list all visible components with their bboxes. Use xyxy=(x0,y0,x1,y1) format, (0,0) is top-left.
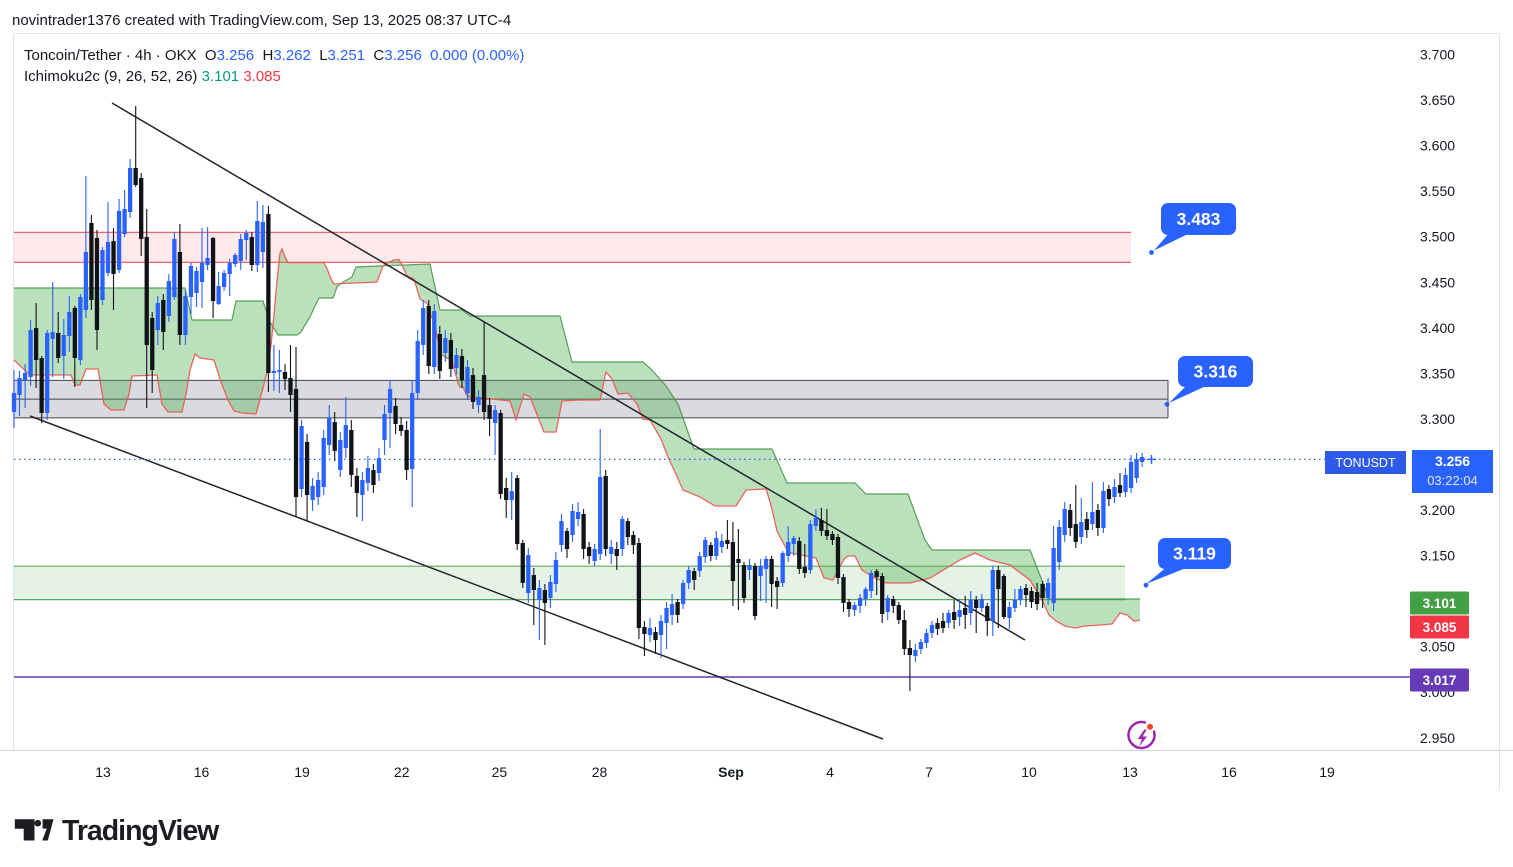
svg-text:TradingView: TradingView xyxy=(62,815,220,847)
svg-text:3.500: 3.500 xyxy=(1420,229,1455,245)
svg-text:3.300: 3.300 xyxy=(1420,411,1455,427)
svg-text:3.101: 3.101 xyxy=(1423,596,1457,611)
svg-text:2.950: 2.950 xyxy=(1420,730,1455,746)
svg-text:TONUSDT: TONUSDT xyxy=(1335,456,1396,470)
svg-text:3.550: 3.550 xyxy=(1420,183,1455,199)
svg-text:3.085: 3.085 xyxy=(1423,620,1457,635)
svg-text:22: 22 xyxy=(394,764,410,780)
svg-text:03:22:04: 03:22:04 xyxy=(1427,473,1478,488)
svg-text:4: 4 xyxy=(826,764,834,780)
svg-text:3.400: 3.400 xyxy=(1420,320,1455,336)
svg-text:3.050: 3.050 xyxy=(1420,639,1455,655)
svg-text:16: 16 xyxy=(1221,764,1237,780)
svg-text:13: 13 xyxy=(1122,764,1138,780)
svg-text:3.450: 3.450 xyxy=(1420,274,1455,290)
svg-text:3.600: 3.600 xyxy=(1420,138,1455,154)
svg-text:Toncoin/Tether · 4h · OKX O3.: Toncoin/Tether · 4h · OKX O3.256 H3.262 … xyxy=(24,47,524,64)
svg-text:3.150: 3.150 xyxy=(1420,548,1455,564)
svg-text:7: 7 xyxy=(925,764,933,780)
svg-text:3.119: 3.119 xyxy=(1173,544,1216,564)
svg-text:25: 25 xyxy=(492,764,508,780)
svg-text:19: 19 xyxy=(294,764,310,780)
svg-text:3.650: 3.650 xyxy=(1420,92,1455,108)
svg-text:3.017: 3.017 xyxy=(1423,673,1457,688)
svg-text:13: 13 xyxy=(95,764,111,780)
svg-text:16: 16 xyxy=(194,764,210,780)
svg-text:19: 19 xyxy=(1319,764,1335,780)
svg-text:3.200: 3.200 xyxy=(1420,502,1455,518)
svg-text:Sep: Sep xyxy=(718,764,744,780)
svg-text:28: 28 xyxy=(592,764,608,780)
svg-text:3.700: 3.700 xyxy=(1420,47,1455,63)
svg-text:3.350: 3.350 xyxy=(1420,365,1455,381)
svg-text:Ichimoku2c (9, 26, 52, 26) 3.1: Ichimoku2c (9, 26, 52, 26) 3.101 3.085 xyxy=(24,68,281,85)
svg-text:10: 10 xyxy=(1021,764,1037,780)
svg-text:3.483: 3.483 xyxy=(1177,209,1221,229)
svg-text:3.316: 3.316 xyxy=(1194,362,1238,382)
svg-text:3.256: 3.256 xyxy=(1435,453,1470,469)
svg-text:novintrader1376 created with T: novintrader1376 created with TradingView… xyxy=(12,12,511,29)
